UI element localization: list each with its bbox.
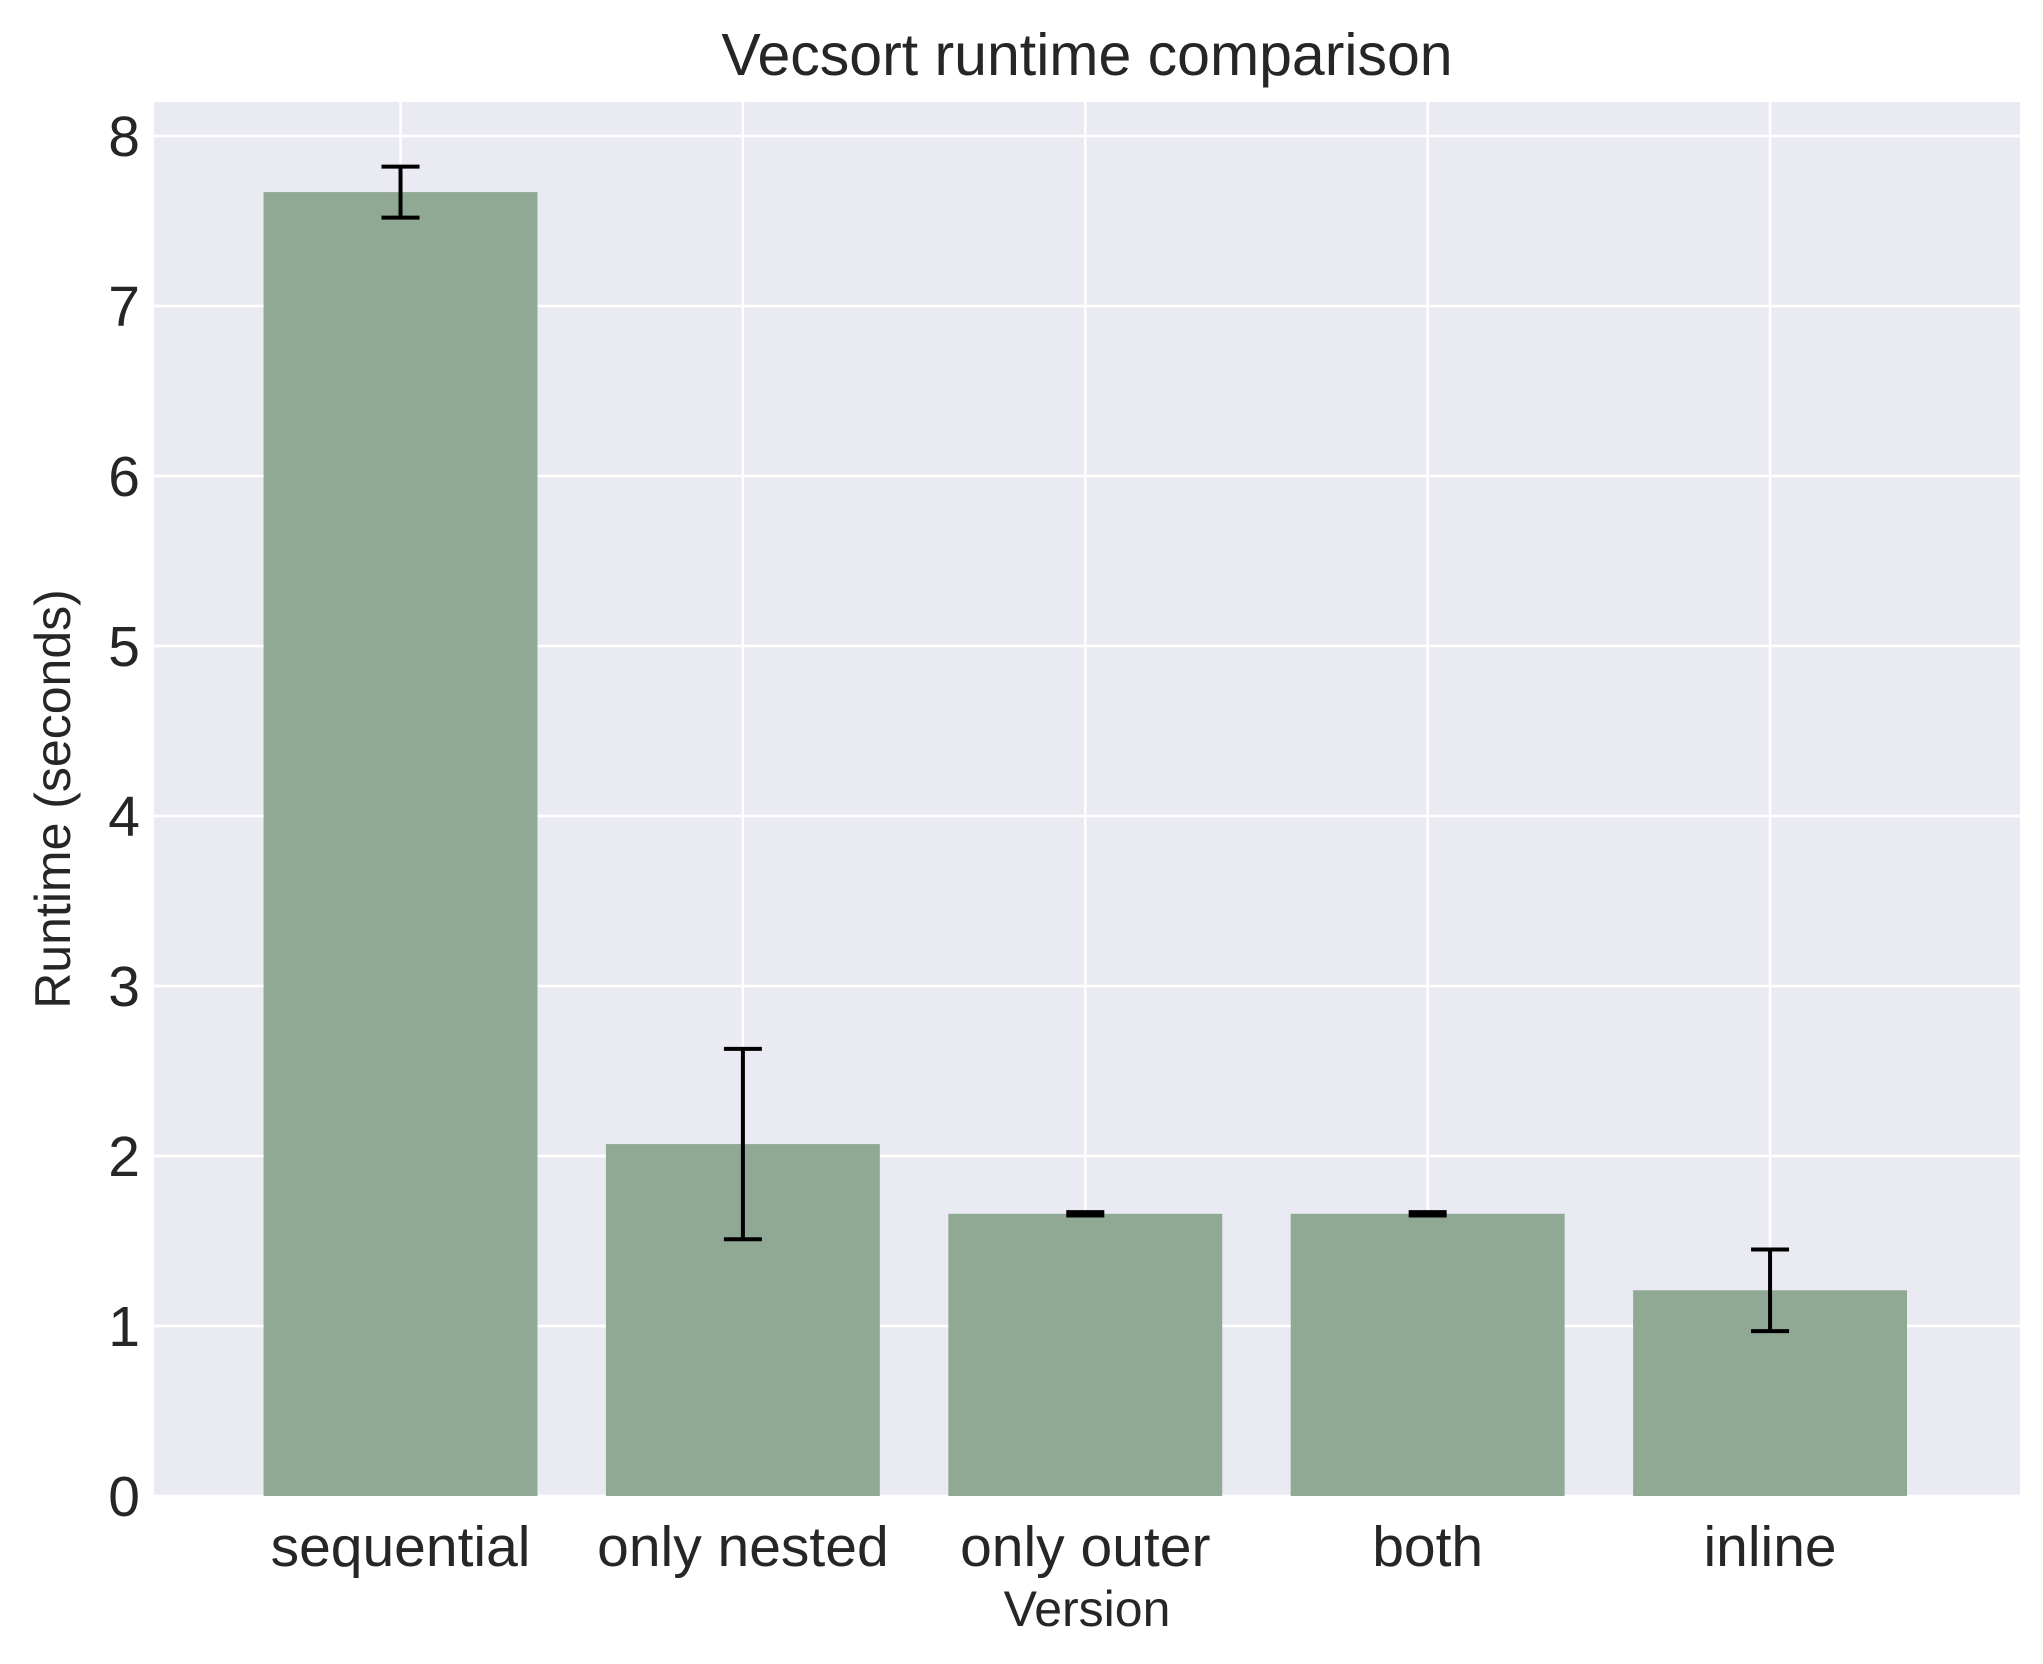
y-tick-label: 1 xyxy=(108,1295,140,1359)
y-tick-label: 0 xyxy=(108,1465,140,1529)
error-bar xyxy=(381,164,420,220)
x-tick-label: sequential xyxy=(271,1515,531,1579)
x-tick-label: only nested xyxy=(597,1515,889,1579)
x-tick-labels: sequential only nested only outer both inlin… xyxy=(271,1515,1837,1579)
y-tick-labels: 0 1 2 3 4 5 6 7 8 xyxy=(108,105,140,1529)
x-tick-label: inline xyxy=(1704,1515,1837,1579)
error-bar xyxy=(1408,1210,1447,1218)
y-axis-label: Runtime (seconds) xyxy=(25,589,81,1009)
y-tick-label: 3 xyxy=(108,955,140,1019)
y-tick-label: 6 xyxy=(108,445,140,509)
y-tick-label: 4 xyxy=(108,785,140,849)
chart-title: Vecsort runtime comparison xyxy=(721,22,1452,88)
error-bars xyxy=(381,164,1790,1334)
error-bar xyxy=(723,1046,762,1242)
x-tick-label: only outer xyxy=(960,1515,1210,1579)
y-tick-label: 8 xyxy=(108,105,140,169)
x-tick-label: both xyxy=(1372,1515,1483,1579)
y-tick-label: 5 xyxy=(108,615,140,679)
error-bar xyxy=(1751,1247,1790,1334)
y-tick-label: 7 xyxy=(108,275,140,339)
bar-both xyxy=(1290,1213,1565,1496)
bar-sequential xyxy=(263,192,538,1497)
error-bar xyxy=(1066,1210,1105,1218)
x-axis-label: Version xyxy=(1004,1581,1171,1637)
y-tick-label: 2 xyxy=(108,1125,140,1189)
bar-only-outer xyxy=(948,1213,1223,1496)
